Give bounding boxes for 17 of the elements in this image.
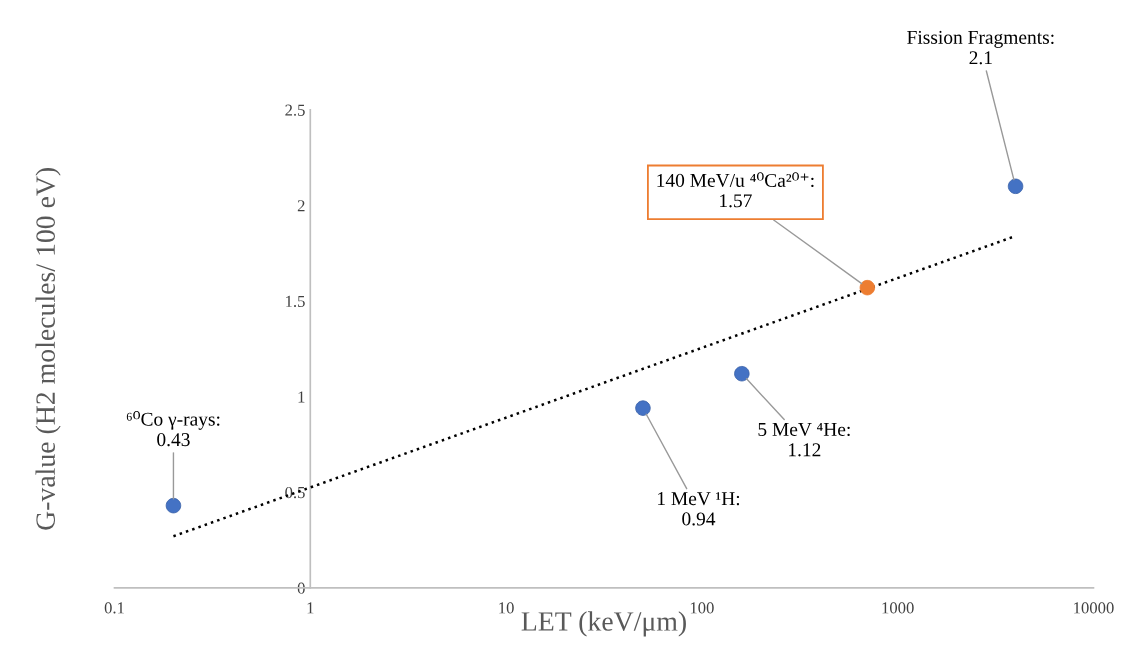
x-tick-label: 10000 [1074,602,1114,614]
annotation: 140 MeV/u ⁴⁰Ca²⁰⁺: 1.57 [657,172,814,208]
x-tick-label: 100 [690,602,714,614]
x-tick-label: 1000 [882,602,914,614]
annotation: 5 MeV ⁴He: 1.12 [758,423,850,457]
x-tick-label: 0.1 [104,602,124,614]
x-tick-label: 10 [499,602,514,614]
y-tick-label: 1.5 [286,295,305,308]
y-tick-label: 2.5 [285,104,305,116]
annotation: ⁶⁰Co γ-rays: 0.43 [126,411,220,447]
annotation: Fission Fragments: 2.1 [907,30,1054,65]
y-axis-title: G-value (H2 molecules/ 100 eV) [35,168,61,530]
x-tick-label: 1 [307,602,314,614]
x-axis-title: LET (keV/μm) [521,611,686,637]
y-tick-label: 1 [298,391,305,403]
y-tick-label: 2 [297,200,305,212]
annotation: 1 MeV ¹H: 0.94 [658,492,740,526]
